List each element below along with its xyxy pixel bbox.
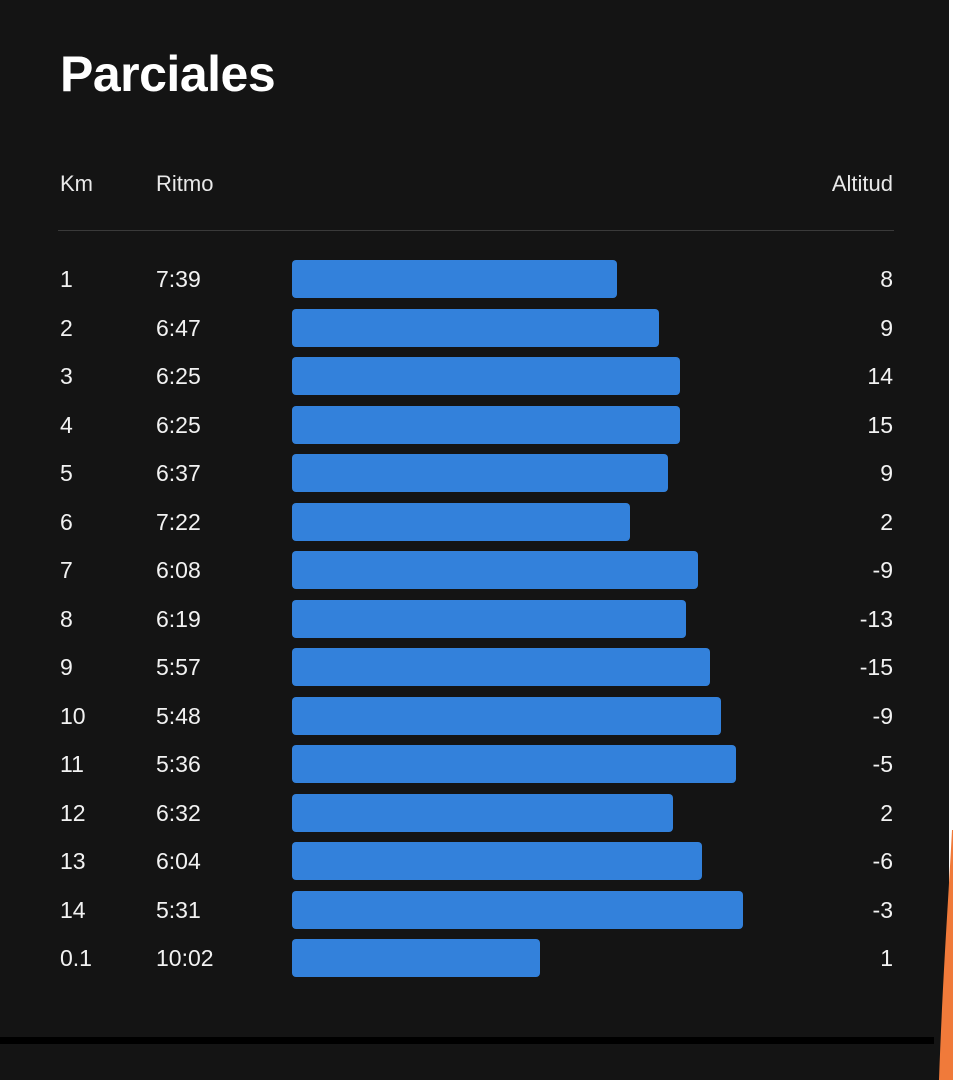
split-altitude: 9: [880, 460, 893, 486]
split-pace: 5:31: [156, 896, 201, 923]
pace-bar: [292, 599, 686, 638]
split-altitude: -9: [872, 702, 893, 729]
pace-bar: [292, 551, 698, 589]
split-km: 0.1: [60, 945, 92, 971]
split-altitude: -6: [872, 848, 893, 874]
section-divider: [0, 1037, 934, 1044]
split-row: 12 6:32 2: [0, 793, 953, 843]
split-altitude: -9: [872, 557, 893, 583]
split-km: 13: [60, 848, 86, 874]
split-pace: 6:37: [156, 460, 201, 486]
pace-bar: [292, 890, 743, 929]
split-km: 1: [60, 266, 73, 292]
split-pace: 5:57: [156, 654, 201, 680]
split-km: 5: [60, 460, 73, 486]
split-pace: 10:02: [156, 945, 214, 971]
header-divider: [58, 230, 894, 231]
split-pace: 7:22: [156, 508, 201, 535]
split-km: 7: [60, 557, 73, 583]
pace-bar: [292, 939, 540, 977]
pace-bar: [292, 842, 702, 880]
split-pace: 6:19: [156, 605, 201, 632]
split-row: 5 6:37 9: [0, 454, 953, 503]
split-row: 3 6:25 14: [0, 357, 953, 406]
split-row: 0.1 10:02 1: [0, 939, 953, 988]
split-pace: 6:25: [156, 411, 201, 438]
split-altitude: 9: [880, 314, 893, 341]
split-row: 1 7:39 8: [0, 260, 953, 309]
pace-bar: [292, 308, 659, 347]
split-row: 9 5:57 -15: [0, 648, 953, 697]
split-km: 8: [60, 605, 73, 632]
split-pace: 5:36: [156, 751, 201, 777]
column-header-km: Km: [60, 171, 93, 196]
split-km: 4: [60, 411, 73, 438]
split-altitude: 2: [880, 799, 893, 826]
split-row: 2 6:47 9: [0, 308, 953, 358]
split-pace: 7:39: [156, 266, 201, 292]
split-pace: 6:08: [156, 557, 201, 583]
split-row: 11 5:36 -5: [0, 745, 953, 794]
pace-bar: [292, 648, 710, 686]
pace-bar: [292, 502, 630, 541]
pace-bar: [292, 405, 680, 444]
split-altitude: -15: [859, 654, 893, 680]
pace-bar: [292, 793, 673, 832]
split-pace: 6:04: [156, 848, 201, 874]
split-altitude: 2: [880, 508, 893, 535]
split-km: 3: [60, 363, 73, 389]
split-row: 8 6:19 -13: [0, 599, 953, 649]
split-row: 7 6:08 -9: [0, 551, 953, 600]
split-altitude: -5: [872, 751, 893, 777]
column-header-altitude: Altitud: [831, 171, 893, 196]
split-altitude: -3: [872, 896, 893, 923]
split-km: 12: [60, 799, 86, 826]
split-altitude: 1: [880, 945, 893, 971]
screen-edge: [949, 0, 953, 1080]
split-row: 4 6:25 15: [0, 405, 953, 455]
split-pace: 6:32: [156, 799, 201, 826]
split-row: 13 6:04 -6: [0, 842, 953, 891]
split-pace: 5:48: [156, 702, 201, 729]
split-km: 10: [60, 702, 86, 729]
pace-bar: [292, 454, 668, 492]
page-title: Parciales: [60, 46, 276, 102]
split-altitude: 8: [880, 266, 893, 292]
split-altitude: 14: [867, 363, 893, 389]
split-km: 6: [60, 508, 73, 535]
split-km: 2: [60, 314, 73, 341]
split-km: 11: [60, 751, 84, 777]
split-row: 14 5:31 -3: [0, 890, 953, 940]
split-altitude: 15: [867, 411, 893, 438]
pace-bar: [292, 696, 721, 735]
split-row: 6 7:22 2: [0, 502, 953, 552]
split-pace: 6:47: [156, 314, 201, 341]
column-header-pace: Ritmo: [156, 171, 214, 196]
split-pace: 6:25: [156, 363, 201, 389]
split-km: 9: [60, 654, 73, 680]
pace-bar: [292, 357, 680, 395]
split-altitude: -13: [859, 605, 893, 632]
split-row: 10 5:48 -9: [0, 696, 953, 746]
splits-list: 1 7:39 8 2 6:47 9 3 6:25 14 4 6:25 15 5 6:37 9 6 7:22 2 7 6…: [0, 260, 953, 988]
pace-bar: [292, 745, 736, 783]
split-km: 14: [60, 896, 86, 923]
pace-bar: [292, 260, 617, 298]
